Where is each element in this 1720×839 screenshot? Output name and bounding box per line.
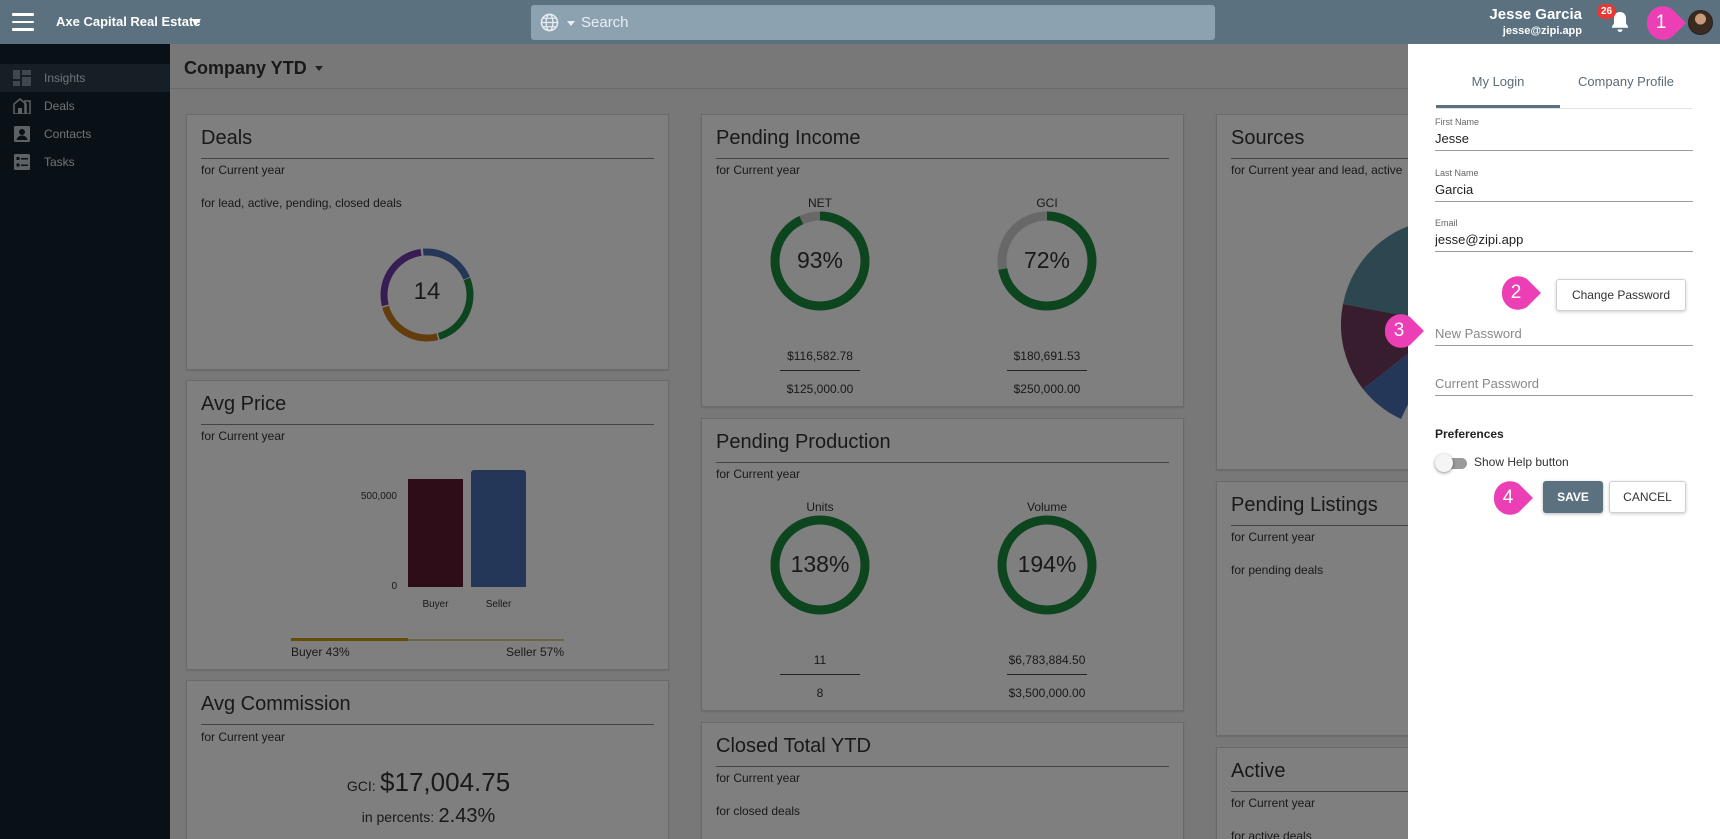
callout-marker: [1646, 6, 1686, 40]
callout-marker-label: 1: [1655, 12, 1667, 33]
notification-badge: 26: [1597, 4, 1616, 19]
callout-marker-label: 3: [1393, 320, 1405, 341]
menu-icon[interactable]: [12, 13, 34, 31]
callout-marker-label: 4: [1502, 487, 1514, 508]
show-help-label: Show Help button: [1474, 455, 1569, 469]
user-email: jesse@zipi.app: [1502, 25, 1582, 37]
callout-marker-label: 2: [1510, 282, 1522, 303]
active-tab-indicator: [1436, 105, 1560, 108]
change-password-button[interactable]: Change Password: [1556, 279, 1686, 311]
callout-marker: [1493, 481, 1533, 515]
user-name: Jesse Garcia: [1489, 6, 1582, 23]
email-field[interactable]: [1435, 228, 1693, 252]
callout-marker: [1501, 276, 1541, 310]
search-scope-caret-icon[interactable]: [567, 21, 575, 26]
first-name-field[interactable]: [1435, 127, 1693, 151]
callout-marker: [1384, 314, 1424, 348]
show-help-toggle[interactable]: [1435, 454, 1467, 472]
cancel-button[interactable]: CANCEL: [1609, 481, 1686, 513]
save-button[interactable]: SAVE: [1543, 481, 1603, 513]
avatar[interactable]: [1688, 10, 1713, 35]
tab-my-login[interactable]: My Login: [1471, 74, 1525, 89]
toggle-track: [1439, 458, 1467, 469]
tab-company-profile[interactable]: Company Profile: [1577, 74, 1675, 89]
tab-divider: [1436, 108, 1692, 109]
current-password-field[interactable]: [1435, 372, 1693, 396]
first-name-label: First Name: [1435, 117, 1480, 127]
company-name[interactable]: Axe Capital Real Estate: [56, 14, 201, 29]
last-name-field[interactable]: [1435, 178, 1693, 202]
search-input[interactable]: [581, 11, 1181, 34]
globe-icon[interactable]: [540, 13, 559, 32]
company-caret-icon[interactable]: [191, 19, 201, 25]
preferences-title: Preferences: [1435, 427, 1504, 441]
top-bar: Axe Capital Real Estate Jesse Garcia jes…: [0, 0, 1720, 44]
toggle-knob: [1435, 454, 1453, 472]
profile-panel: My Login Company Profile First Name Last…: [1408, 44, 1720, 839]
bell-icon[interactable]: [1609, 10, 1631, 34]
last-name-label: Last Name: [1435, 168, 1479, 178]
modal-backdrop[interactable]: [0, 44, 1408, 839]
email-label: Email: [1435, 218, 1458, 228]
search-bar[interactable]: [531, 5, 1215, 40]
new-password-field[interactable]: [1435, 322, 1693, 346]
